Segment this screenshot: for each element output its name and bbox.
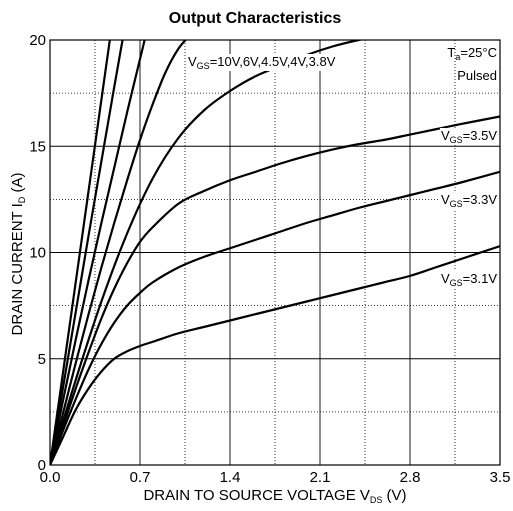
x-tick-label: 3.5	[490, 469, 511, 486]
x-tick-labels: 0.0 0.7 1.4 2.1 2.8 3.5	[40, 469, 511, 486]
x-tick-label: 2.1	[310, 469, 331, 486]
x-tick-label: 2.8	[400, 469, 421, 486]
annotations: VGS=10V,6V,4.5V,4V,3.8V Ta=25°C Pulsed VGS=…	[187, 45, 498, 288]
curve-vgs-3-8v	[50, 38, 371, 465]
y-tick-label: 20	[29, 32, 46, 49]
y-tick-label: 15	[29, 138, 46, 155]
x-tick-label: 1.4	[220, 469, 241, 486]
annotation-ta: Ta=25°C	[447, 45, 497, 62]
annotation-vgs-35: VGS=3.5V	[441, 128, 497, 145]
annotation-vgs-33: VGS=3.3V	[441, 192, 497, 209]
y-tick-label: 5	[38, 351, 46, 368]
y-axis-label: DRAIN CURRENT ID (A)	[9, 173, 27, 336]
curve-vgs-4-5v	[50, 38, 145, 465]
annotation-vgs-high: VGS=10V,6V,4.5V,4V,3.8V	[188, 54, 336, 71]
annotation-pulsed: Pulsed	[457, 68, 497, 83]
curve-vgs-6v	[50, 15, 127, 466]
y-tick-label: 10	[29, 245, 46, 262]
x-axis-label: DRAIN TO SOURCE VOLTAGE VDS (V)	[143, 487, 406, 505]
y-tick-labels: 0 5 10 15 20	[29, 32, 46, 474]
chart-title: Output Characteristics	[169, 10, 342, 27]
annotation-vgs-31: VGS=3.1V	[441, 271, 497, 288]
x-tick-label: 0.7	[130, 469, 151, 486]
y-tick-label: 0	[38, 457, 46, 474]
